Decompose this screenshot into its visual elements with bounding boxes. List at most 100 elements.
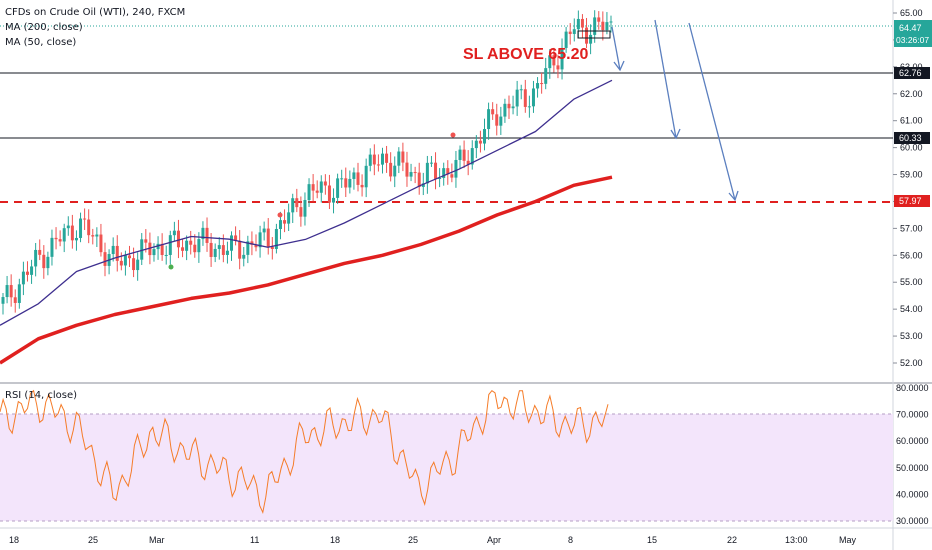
price-tick-label: 59.00 (900, 170, 923, 180)
candle-body (474, 140, 478, 149)
candle-body (79, 218, 83, 238)
price-tick-label: 63.00 (900, 62, 923, 72)
candle-body (46, 256, 50, 269)
rsi-legend: RSI (14, close) (5, 390, 78, 401)
candle-body (487, 109, 491, 130)
candle-body (42, 254, 46, 269)
candle-body (572, 29, 576, 34)
candle-body (156, 243, 160, 250)
candle-body (564, 31, 568, 48)
rsi-line (0, 389, 609, 515)
candle-body (364, 165, 368, 188)
candle-body (368, 154, 372, 166)
candle-body (519, 89, 523, 91)
candle-body (21, 271, 25, 285)
candle-body (576, 18, 580, 30)
rsi-tick-label: 80.0000 (896, 383, 929, 393)
candle-body (201, 227, 205, 240)
candle-body (54, 237, 58, 240)
candle-body (385, 153, 389, 163)
time-tick-label: 15 (647, 535, 657, 545)
symbol-title: CFDs on Crude Oil (WTI), 240, FXCM (5, 7, 186, 18)
candle-body (360, 184, 364, 188)
candle-body (299, 207, 303, 217)
candle-body (221, 245, 225, 255)
candle-body (507, 103, 511, 109)
level-badge-1-text: 62.76 (899, 68, 922, 78)
candle-body (597, 17, 601, 22)
price-tick-label: 62.00 (900, 89, 923, 99)
candle-body (303, 200, 307, 217)
candle-body (609, 21, 613, 23)
signal-dot-green (168, 264, 174, 270)
arrow-1-head (613, 60, 625, 72)
candle-body (176, 230, 180, 248)
candle-body (376, 164, 380, 166)
rsi-tick-label: 70.0000 (896, 410, 929, 420)
rsi-tick-label: 30.0000 (896, 516, 929, 526)
candle-body (499, 116, 503, 126)
candle-body (336, 178, 340, 198)
candle-body (5, 285, 9, 298)
chart-legend: CFDs on Crude Oil (WTI), 240, FXCM MA (2… (5, 5, 185, 50)
candle-body (470, 148, 474, 165)
candle-body (462, 149, 466, 161)
candle-body (605, 22, 609, 31)
candle-body (401, 151, 405, 163)
candle-body (140, 239, 144, 260)
time-tick-label: 18 (330, 535, 340, 545)
candle-body (552, 55, 556, 66)
candle-body (25, 271, 29, 275)
candle-body (58, 239, 62, 242)
candle-body (83, 218, 87, 220)
candle-body (74, 237, 78, 241)
candle-body (181, 247, 185, 251)
arrow-2-head (670, 128, 681, 140)
candle-body (323, 181, 327, 186)
candle-body (495, 114, 499, 126)
candle-body (531, 88, 535, 107)
projection-arrows (611, 19, 739, 202)
candle-body (556, 65, 560, 70)
candle-body (136, 259, 140, 271)
candle-body (393, 165, 397, 177)
candle-body (340, 178, 344, 180)
time-axis-ticks: 18 25 Mar 11 18 25 Apr 8 15 22 13:00 May (9, 535, 857, 545)
signal-dot-red (277, 212, 283, 218)
candle-body (30, 266, 34, 275)
price-axis-ticks: 65.0064.0063.0062.0061.0060.0059.0058.00… (893, 8, 923, 368)
candle-body (266, 228, 270, 247)
candle-body (560, 47, 564, 70)
candle-body (413, 172, 417, 174)
candle-body (421, 183, 425, 187)
candle-body (527, 106, 531, 108)
candle-body (119, 260, 123, 266)
candle-body (246, 241, 250, 255)
candle-body (417, 172, 421, 187)
candle-body (307, 184, 311, 201)
candle-body (160, 243, 164, 256)
level-badge-2: 60.33 (894, 132, 930, 144)
rsi-tick-label: 60.0000 (896, 436, 929, 446)
countdown-value: 03:26:07 (896, 35, 929, 45)
candle-body (409, 172, 413, 177)
time-tick-label: May (839, 535, 857, 545)
candle-body (70, 225, 74, 241)
ma50-legend: MA (50, close) (5, 37, 77, 48)
time-tick-label: Mar (149, 535, 165, 545)
candle-body (209, 242, 213, 257)
candle-body (515, 89, 519, 107)
candle-body (38, 249, 42, 255)
candle-body (250, 241, 254, 245)
candle-body (568, 31, 572, 34)
price-tick-label: 61.00 (900, 116, 923, 126)
candle-body (434, 162, 438, 179)
ma200-line (0, 175, 613, 365)
candle-body (13, 297, 17, 303)
candle-body (185, 240, 189, 251)
candle-body (589, 34, 593, 44)
candle-body (352, 172, 356, 179)
rsi-axis-ticks: 80.0000 70.0000 60.0000 50.0000 40.0000 30.00… (896, 383, 929, 526)
candle-body (319, 181, 323, 193)
